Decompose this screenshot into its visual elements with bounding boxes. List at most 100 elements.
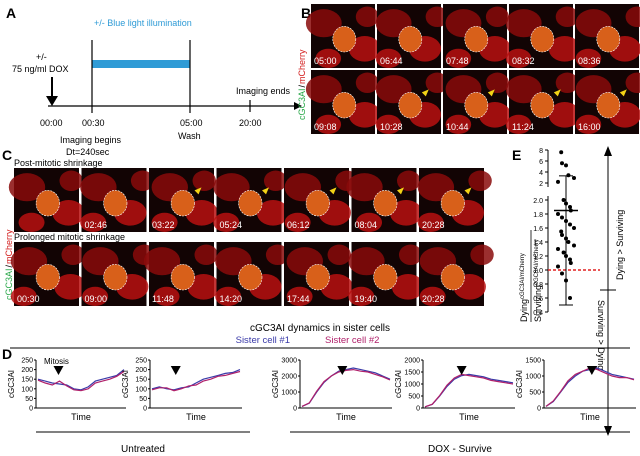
c-row2-tile-blob xyxy=(10,247,48,276)
e-point xyxy=(559,229,564,234)
d-tick-label: 100 xyxy=(135,386,147,393)
c-row1-tile-blob xyxy=(256,200,290,226)
b-tile-blob xyxy=(425,72,449,94)
c-row2-tile-time: 09:00 xyxy=(85,294,108,304)
d-tick-label: 200 xyxy=(21,367,33,374)
c-row2-tile-time: 19:40 xyxy=(355,294,378,304)
panel-e: E DyingcGC3AI/mCherry SurvivingcGC3AI/mC… xyxy=(512,146,625,436)
b-tile-blob xyxy=(555,6,579,28)
b-tile-time: 05:00 xyxy=(314,56,337,66)
c-row1-tile-blob xyxy=(417,212,444,232)
d-tick-label: 100 xyxy=(21,386,33,393)
e-point xyxy=(560,271,564,276)
c-row1-tile-blob xyxy=(80,212,107,232)
e-point xyxy=(561,198,566,202)
d-tick-label: 250 xyxy=(21,358,33,365)
d-plot-5: 1500 1000 500 0 cGC3AI Time xyxy=(515,358,636,422)
c-row2-tile: 09:00 xyxy=(81,242,157,306)
c-row2-tile-blob xyxy=(391,274,425,300)
b-tile-blob xyxy=(355,72,379,94)
b-tile-blob xyxy=(555,72,579,94)
e-ylabel-den-sup: cGC3AI/mCherry xyxy=(534,239,540,285)
panel-d: D cGC3AI dynamics in sister cells Sister… xyxy=(2,323,636,455)
e-point xyxy=(560,233,564,237)
c-row1-tile-cell xyxy=(305,190,330,217)
e-tick-label: 2 xyxy=(539,181,543,188)
d-xlabel: Time xyxy=(71,412,91,422)
e-tick-label: 1.6 xyxy=(533,226,543,233)
e-point xyxy=(560,161,564,166)
e-tick-label: 2.0 xyxy=(533,198,543,205)
c-row2-tile-cell xyxy=(103,264,128,291)
b-tile-blob xyxy=(348,102,381,128)
row1-title: Post-mitotic shrinkage xyxy=(14,158,103,168)
svg-text:DyingcGC3AI/mCherry: DyingcGC3AI/mCherry xyxy=(519,253,529,322)
treatment-pm: +/- xyxy=(36,52,47,62)
b-tile-time: 10:28 xyxy=(380,122,403,132)
e-arrow-down xyxy=(604,426,612,436)
b-tile-time: 16:00 xyxy=(578,122,601,132)
panel-c-channel-label: cGC3AI/mCherry xyxy=(4,229,14,300)
c-row1-tile: 02:46 xyxy=(80,168,155,232)
d-tick-label: 0 xyxy=(293,406,297,413)
b-tile-cell xyxy=(398,92,423,119)
c-row2-tile-blob xyxy=(187,274,220,300)
e-point xyxy=(566,240,571,244)
e-tick-label: 0.6 xyxy=(533,296,543,303)
c-row1-tile-arrow xyxy=(194,187,202,195)
c-row1-tile-time: 08:04 xyxy=(355,220,378,230)
e-ylabel-den: Surviving xyxy=(533,285,543,322)
b-tile-time: 07:48 xyxy=(446,56,469,66)
svg-text:cGC3AI/mCherry: cGC3AI/mCherry xyxy=(4,229,14,300)
c-row1-tile: 03:22 xyxy=(149,168,218,232)
d-ylabel: cGC3AI xyxy=(7,370,16,398)
e-label-up: Dying > Surviving xyxy=(615,210,625,280)
c-row2-tile-blob xyxy=(61,244,85,266)
b-tile: 08:32 xyxy=(505,4,581,68)
dox-arrow-head xyxy=(46,96,58,106)
e-chart: 8 6 4 2 2.0 1.8 1.6 1.4 1.2 1.0 0.8 0.6 0.4 xyxy=(533,148,600,317)
b-tile: 09:08 xyxy=(305,70,381,134)
b-tile-cell xyxy=(332,92,357,119)
c-row2-tile-blob xyxy=(419,286,446,306)
b-tile-blob xyxy=(445,114,472,134)
b-tile-cell xyxy=(332,26,357,53)
panel-b-channel-label: cGC3AI/mCherry xyxy=(297,49,307,120)
b-tile-cell xyxy=(596,92,621,119)
imaging-begins: Imaging begins xyxy=(60,135,122,145)
c-row2-tile: 19:40 xyxy=(348,242,425,306)
d-legend-1: Sister cell #1 xyxy=(236,335,290,346)
c-row2-tile-blob xyxy=(327,244,351,266)
b-tile-blob xyxy=(575,48,602,68)
d-series-1 xyxy=(301,367,391,407)
c-row1-tile: 08:04 xyxy=(346,168,423,232)
c-row1-tile-blob xyxy=(389,200,423,226)
d-tick-label: 1000 xyxy=(281,390,297,397)
c-row1-tile-time: 06:12 xyxy=(287,220,310,230)
e-tick-label: 4 xyxy=(539,170,543,177)
e-tick-label: 1.0 xyxy=(533,268,543,275)
wash-label: Wash xyxy=(178,131,201,141)
b-tile-blob xyxy=(305,75,342,104)
c-row1-tile-cell xyxy=(238,190,263,217)
c-row1-tile: 20:28 xyxy=(417,168,492,232)
d-plot-1: 250 200 150 100 50 0 cGC3AI Time Mitosis xyxy=(7,357,126,422)
panel-letter-c: C xyxy=(2,147,12,163)
c-row1-tile-blob xyxy=(213,212,240,232)
c-row2-tile: 14:20 xyxy=(215,242,290,306)
c-row2-tile-cell xyxy=(170,264,195,291)
c-row1-tile-blob xyxy=(397,170,421,192)
d-group-dox: DOX - Survive xyxy=(428,444,492,455)
c-row2-tile-time: 14:20 xyxy=(220,294,243,304)
b-tile-cell xyxy=(464,26,489,53)
panel-letter-d: D xyxy=(2,346,12,362)
d-series-2 xyxy=(37,371,125,392)
c-row2-tile-blob xyxy=(286,286,313,306)
e-tick-label: 1.2 xyxy=(533,254,543,261)
c-row2-tile-cell xyxy=(440,264,465,291)
time-20-00: 20:00 xyxy=(239,118,262,128)
d-mitosis-marker xyxy=(586,366,597,375)
c-row2-tile-blob xyxy=(153,286,180,306)
c-row1-tile-blob xyxy=(18,212,45,232)
